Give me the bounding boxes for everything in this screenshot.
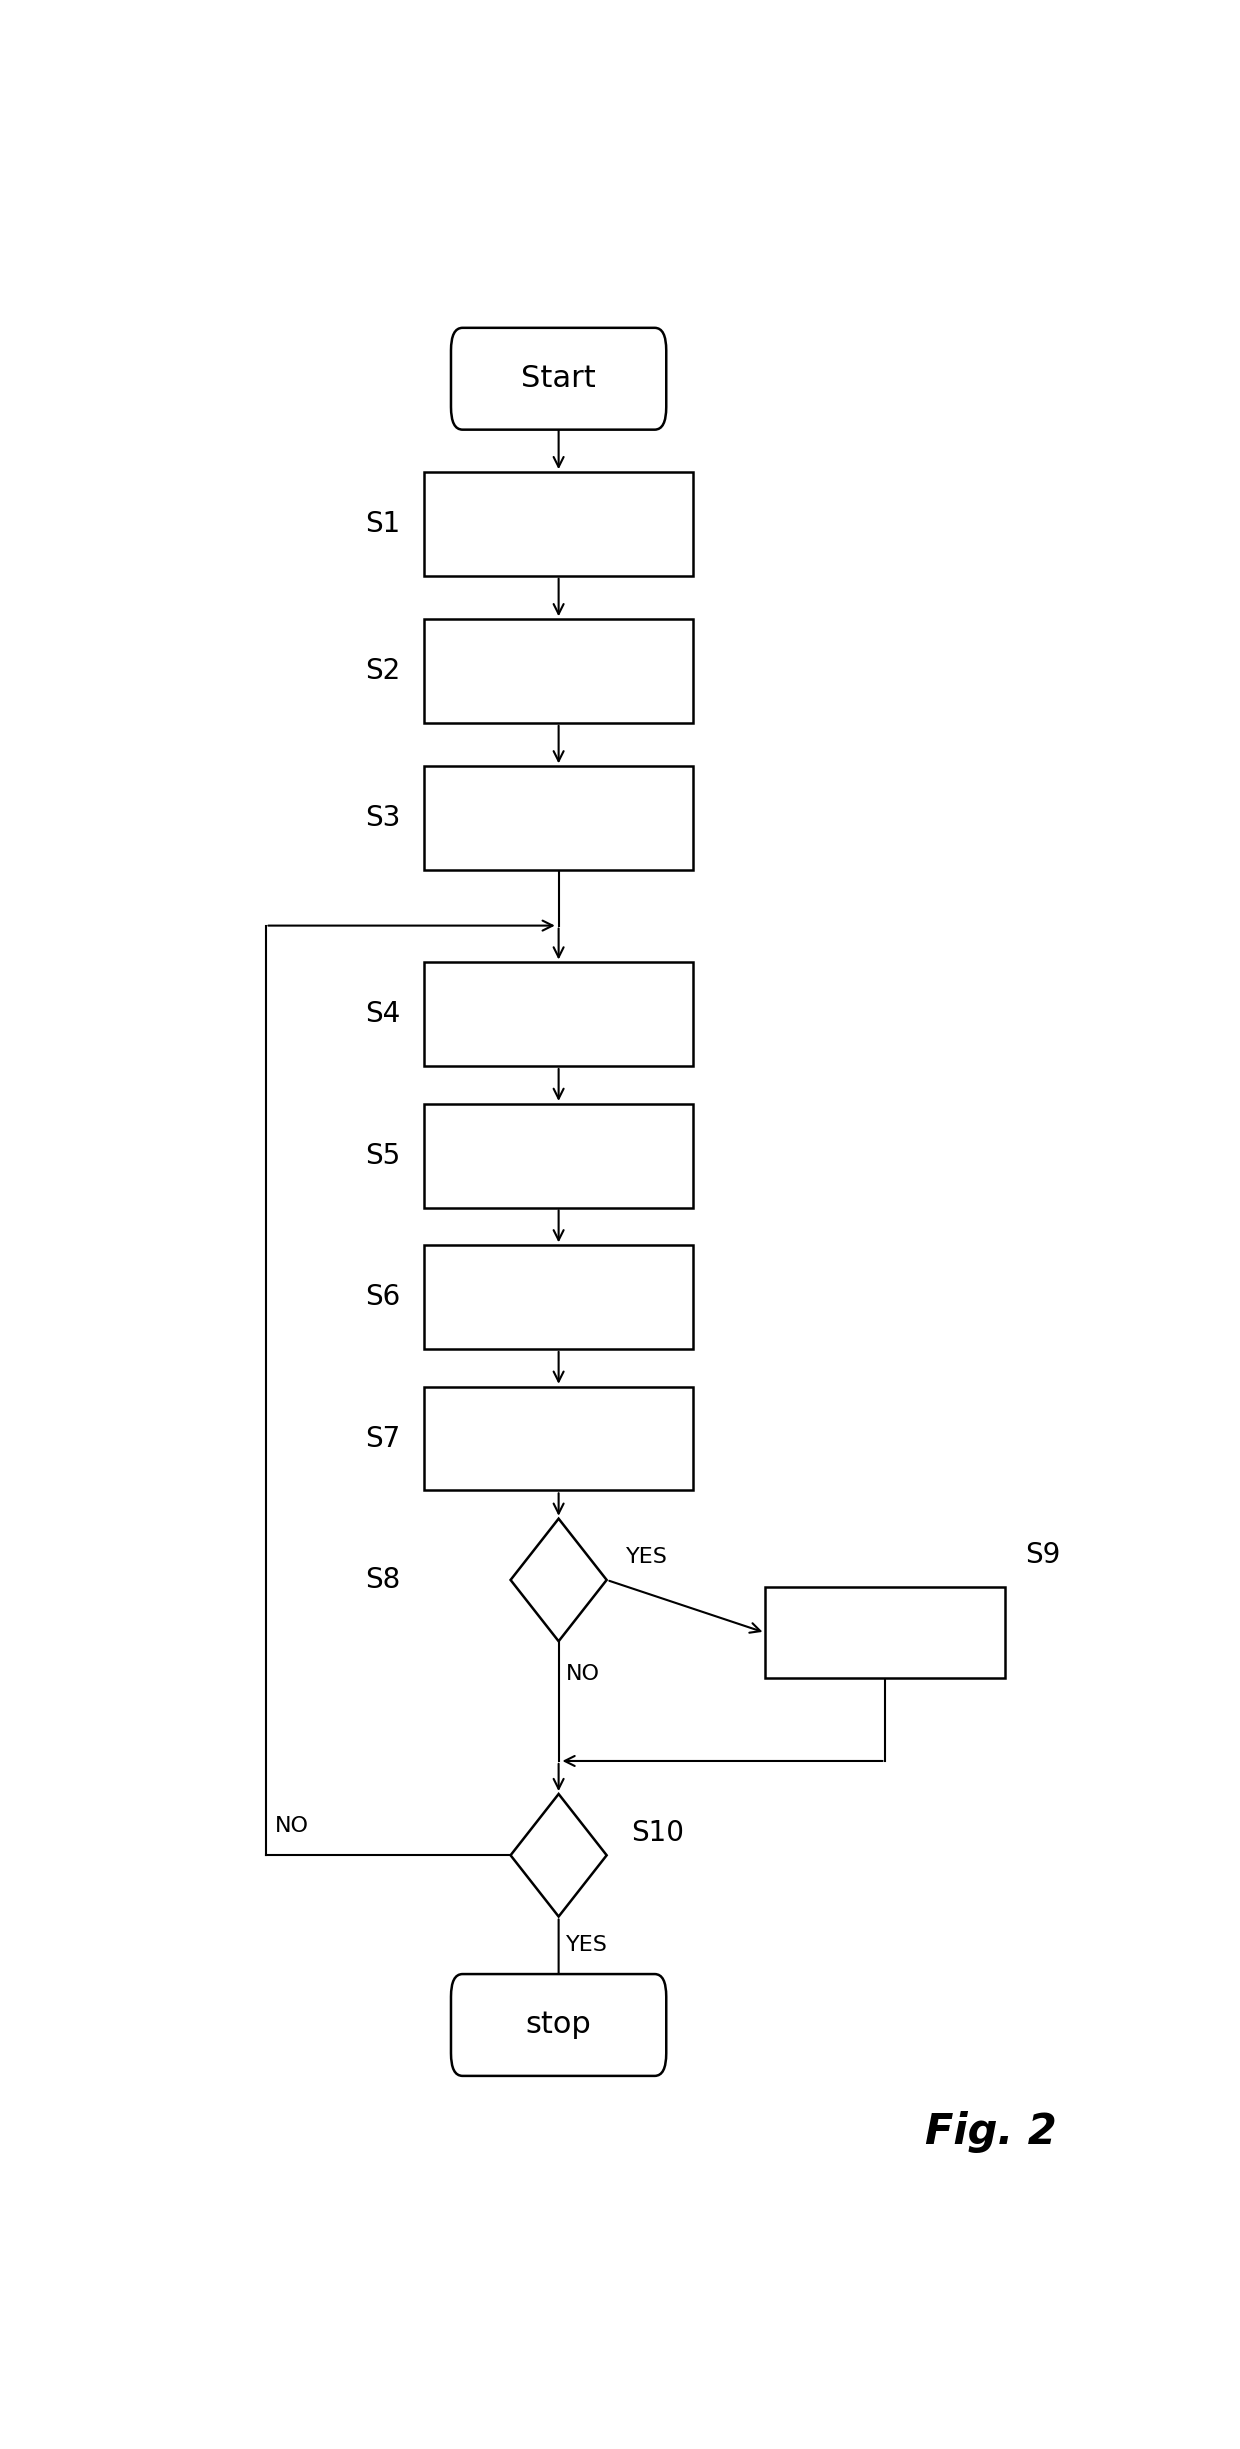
Text: YES: YES: [626, 1548, 668, 1567]
Text: S8: S8: [365, 1565, 401, 1594]
Text: S5: S5: [365, 1141, 401, 1171]
Text: YES: YES: [567, 1935, 608, 1954]
Bar: [424, 1244, 693, 1349]
Polygon shape: [511, 1518, 606, 1641]
Polygon shape: [511, 1795, 606, 1918]
Bar: [424, 1104, 693, 1207]
FancyBboxPatch shape: [451, 1974, 666, 2077]
Bar: [765, 1587, 1006, 1678]
Text: stop: stop: [526, 2011, 591, 2040]
Text: S9: S9: [1024, 1540, 1060, 1570]
Text: S7: S7: [365, 1425, 401, 1452]
FancyBboxPatch shape: [451, 328, 666, 429]
Text: S3: S3: [365, 803, 401, 833]
Text: NO: NO: [567, 1663, 600, 1685]
Bar: [424, 473, 693, 576]
Text: S10: S10: [631, 1820, 683, 1847]
Text: S1: S1: [365, 509, 401, 539]
Text: S4: S4: [365, 999, 401, 1029]
Bar: [424, 1386, 693, 1491]
Bar: [424, 620, 693, 722]
Text: S2: S2: [365, 656, 401, 686]
Text: Start: Start: [521, 365, 596, 394]
Text: S6: S6: [365, 1283, 401, 1310]
Bar: [424, 962, 693, 1065]
Bar: [424, 767, 693, 869]
Text: NO: NO: [275, 1817, 309, 1837]
Text: Fig. 2: Fig. 2: [925, 2111, 1056, 2153]
